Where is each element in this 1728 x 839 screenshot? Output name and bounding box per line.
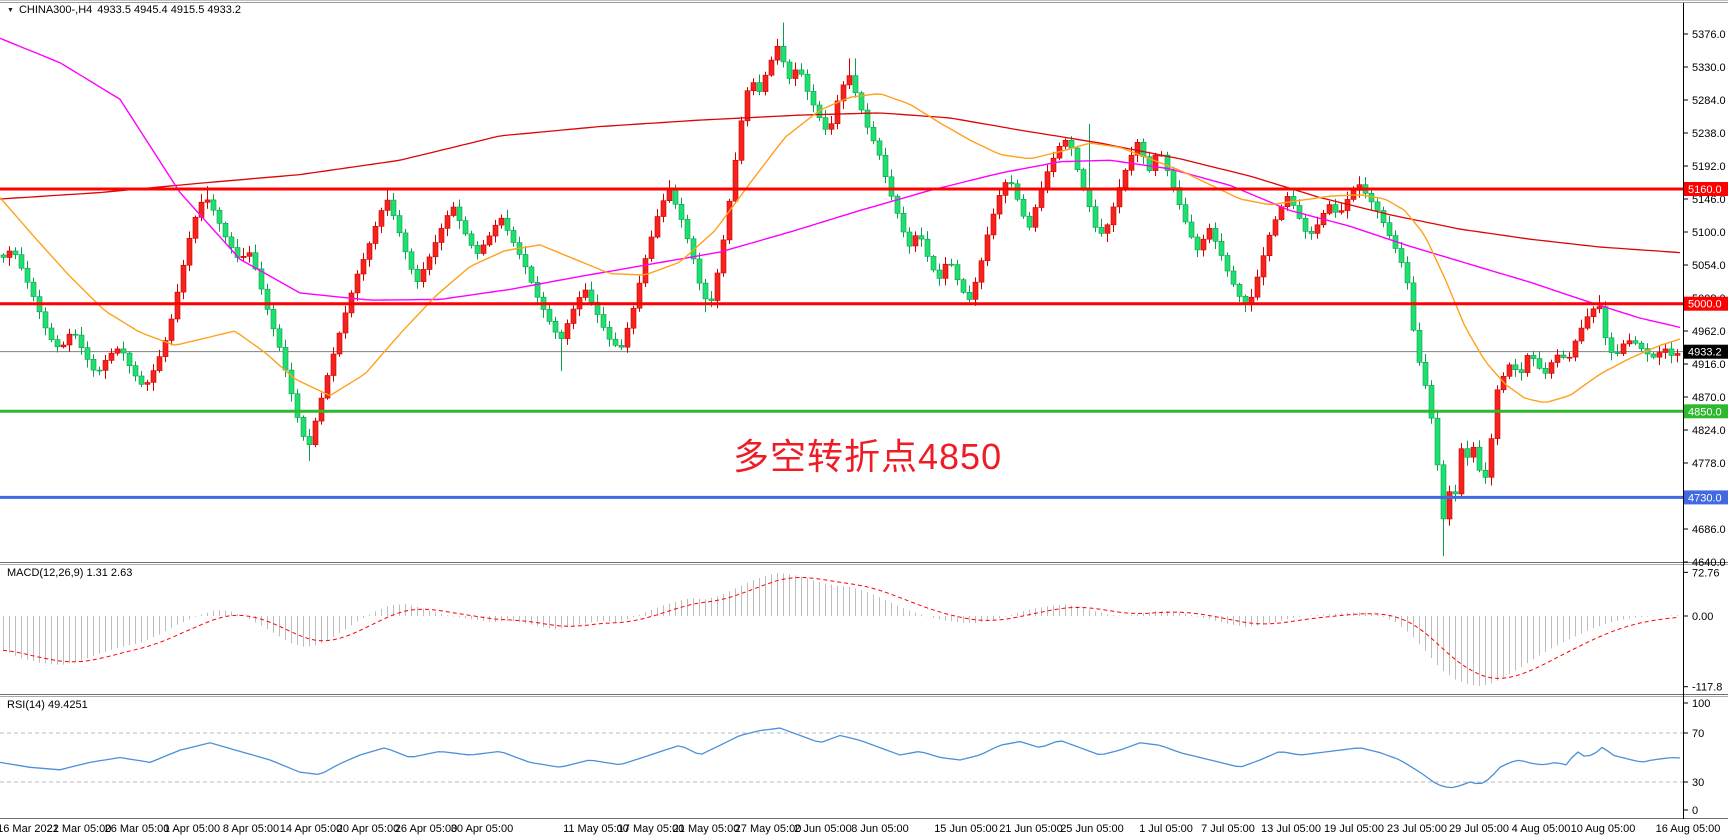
date-label: 21 May 05:00: [673, 823, 740, 835]
date-label: 26 Mar 05:00: [105, 823, 170, 835]
svg-text:0: 0: [1692, 805, 1698, 817]
date-label: 17 May 05:00: [618, 823, 685, 835]
svg-text:70: 70: [1692, 728, 1704, 740]
svg-text:5160.0: 5160.0: [1688, 184, 1722, 196]
svg-text:5284.0: 5284.0: [1692, 95, 1726, 107]
date-label: 20 Apr 05:00: [337, 823, 399, 835]
date-label: 16 Aug 05:00: [1656, 823, 1721, 835]
date-label: 25 Jun 05:00: [1060, 823, 1124, 835]
chart-symbol-title: CHINA300-,H4: [18, 4, 93, 16]
price-badge-4730.0: [1684, 490, 1728, 505]
date-label: 13 Jul 05:00: [1261, 823, 1321, 835]
svg-text:4870.0: 4870.0: [1692, 392, 1726, 404]
date-label: 27 May 05:00: [735, 823, 802, 835]
svg-text:4640.0: 4640.0: [1692, 557, 1726, 569]
svg-text:5238.0: 5238.0: [1692, 128, 1726, 140]
support-resistance-lines[interactable]: [0, 187, 1683, 499]
date-label: 30 Apr 05:00: [451, 823, 513, 835]
svg-text:4686.0: 4686.0: [1692, 524, 1726, 536]
date-label: 15 Jun 05:00: [934, 823, 998, 835]
date-label: 14 Apr 05:00: [280, 823, 342, 835]
rsi-indicator-label: RSI(14) 49.4251: [7, 699, 88, 711]
date-label: 19 Jul 05:00: [1324, 823, 1384, 835]
date-label: 23 Jul 05:00: [1387, 823, 1447, 835]
date-label: 1 Apr 05:00: [164, 823, 220, 835]
svg-text:5054.0: 5054.0: [1692, 260, 1726, 272]
svg-text:72.76: 72.76: [1692, 567, 1720, 579]
date-label: 2 Jun 05:00: [794, 823, 852, 835]
date-label: 1 Jul 05:00: [1139, 823, 1193, 835]
svg-text:0.00: 0.00: [1692, 611, 1713, 623]
svg-text:5000.0: 5000.0: [1688, 299, 1722, 311]
date-label: 7 Jul 05:00: [1201, 823, 1255, 835]
svg-text:5376.0: 5376.0: [1692, 29, 1726, 41]
date-label: 8 Apr 05:00: [223, 823, 279, 835]
date-label: 22 Mar 05:00: [47, 823, 112, 835]
svg-text:-117.8: -117.8: [1692, 682, 1722, 694]
svg-text:5146.0: 5146.0: [1692, 194, 1726, 206]
price-badges: 5160.0 5000.0 4850.0 4730.0 4933.2: [1684, 182, 1728, 504]
svg-text:4916.0: 4916.0: [1692, 359, 1726, 371]
chart-text-annotation[interactable]: 多空转折点4850: [733, 436, 1003, 477]
svg-text:100: 100: [1692, 698, 1710, 710]
svg-text:30: 30: [1692, 777, 1704, 789]
svg-text:4730.0: 4730.0: [1688, 492, 1722, 504]
date-label: 16 Mar 2021: [0, 823, 59, 835]
date-label: 26 Apr 05:00: [395, 823, 457, 835]
date-label: 10 Aug 05:00: [1571, 823, 1636, 835]
moving-average-lines: [0, 37, 1681, 403]
date-label: 4 Aug 05:00: [1512, 823, 1571, 835]
chart-title-bar: ▼ CHINA300-,H4 4933.5 4945.4 4915.5 4933…: [7, 4, 241, 16]
rsi-line: [0, 727, 1681, 789]
macd-indicator-label: MACD(12,26,9) 1.31 2.63: [7, 567, 133, 579]
slow-ma-line: [0, 112, 1681, 254]
rsi-panel-series: [0, 727, 1683, 789]
svg-text:5192.0: 5192.0: [1692, 161, 1726, 173]
price-badge-4850.0: [1684, 404, 1728, 419]
chart-ohlc-values: 4933.5 4945.4 4915.5 4933.2: [97, 4, 242, 16]
candlestick-series[interactable]: [0, 22, 1681, 557]
chart-dropdown-icon[interactable]: ▼: [7, 6, 14, 14]
price-badge-5000.0: [1684, 296, 1728, 311]
macd-signal-line: [2, 576, 1678, 679]
svg-text:4824.0: 4824.0: [1692, 425, 1726, 437]
svg-text:4850.0: 4850.0: [1688, 406, 1722, 418]
date-label: 8 Jun 05:00: [851, 823, 909, 835]
svg-text:5330.0: 5330.0: [1692, 62, 1726, 74]
date-label: 11 May 05:00: [563, 823, 629, 835]
svg-text:4962.0: 4962.0: [1692, 326, 1726, 338]
svg-text:5100.0: 5100.0: [1692, 227, 1726, 239]
medium-ma-line: [0, 37, 1681, 329]
date-label: 21 Jun 05:00: [999, 823, 1063, 835]
date-label: 29 Jul 05:00: [1449, 823, 1509, 835]
macd-histogram: [2, 573, 1678, 686]
price-badge-4933.2: [1684, 344, 1728, 359]
fast-ma-line: [0, 93, 1681, 403]
svg-text:4778.0: 4778.0: [1692, 458, 1726, 470]
window-top-border: [0, 0, 1728, 3]
svg-text:4933.2: 4933.2: [1688, 347, 1722, 359]
price-badge-5160.0: [1684, 182, 1728, 196]
panel-separators: [0, 562, 1728, 819]
